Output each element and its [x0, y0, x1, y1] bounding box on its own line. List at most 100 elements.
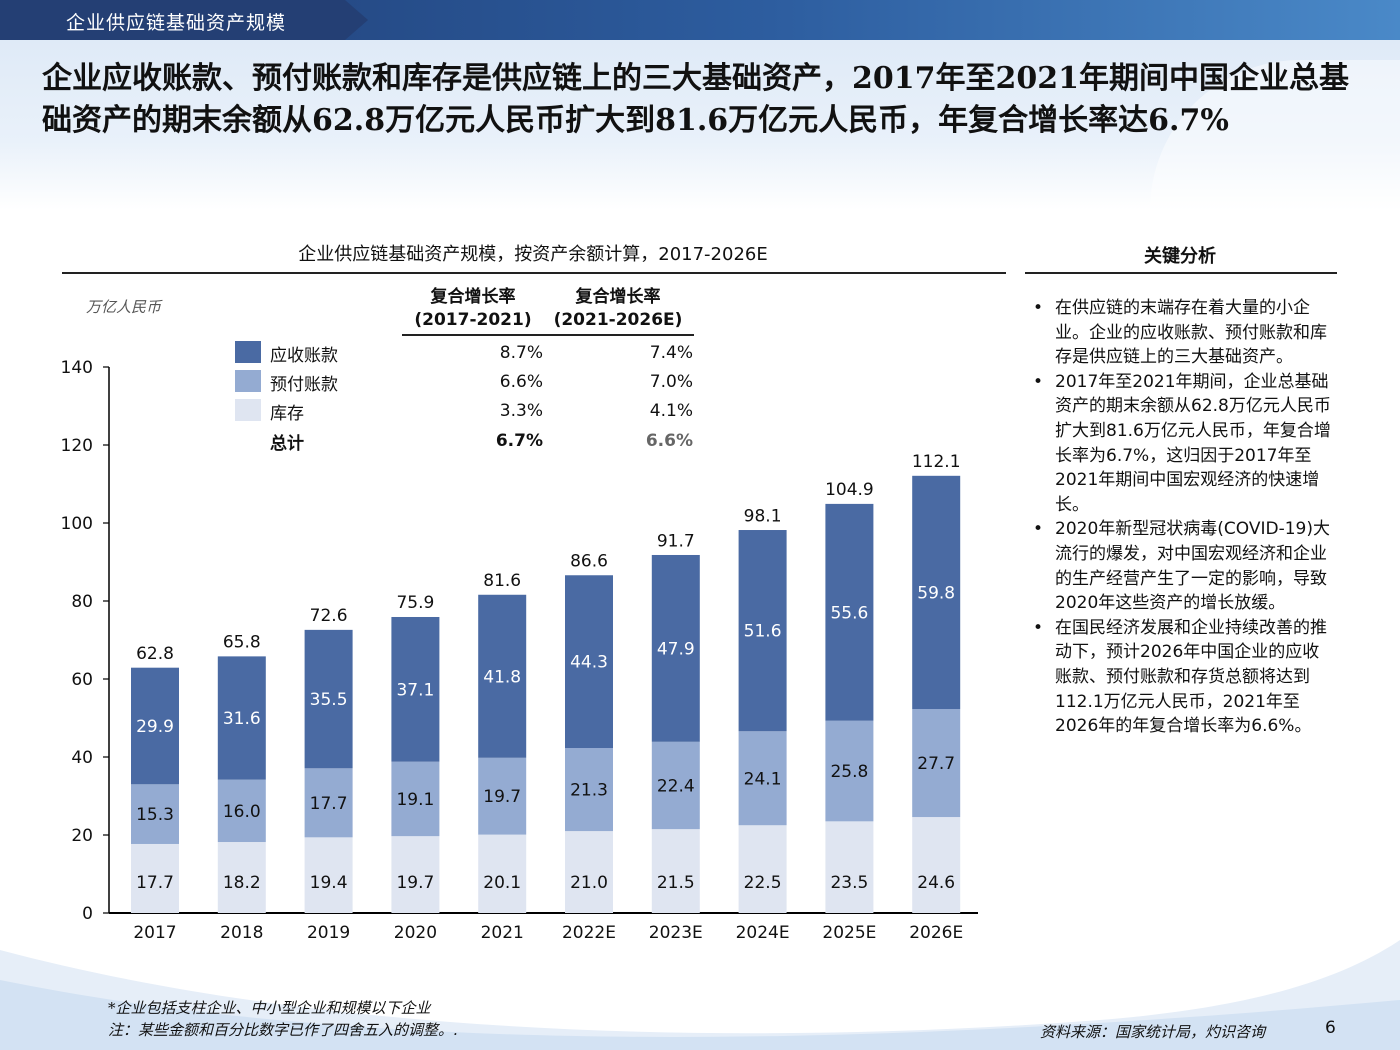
data-label-prepayments: 22.4 [657, 776, 695, 796]
cagr-header-2021-2026: 复合增长率 (2021-2026E) [553, 287, 683, 330]
key-analysis-bullet: 在国民经济发展和企业持续改善的推动下，预计2026年中国企业的应收账款、预付账款… [1033, 616, 1333, 739]
total-label: 104.9 [825, 480, 874, 500]
bar-segment-receivables [304, 629, 353, 769]
bar-segment-receivables [131, 667, 179, 785]
data-label-inventory: 17.7 [136, 873, 174, 893]
bar-segment-prepayments [565, 748, 613, 832]
x-tick-label: 2023E [649, 923, 703, 943]
bar-segment-receivables [738, 530, 787, 732]
bar-segment-receivables [391, 616, 440, 762]
chart-title: 企业供应链基础资产规模，按资产余额计算，2017-2026E [298, 244, 768, 265]
bar-segment-receivables [565, 575, 613, 749]
y-tick-label: 100 [61, 514, 93, 534]
data-label-prepayments: 16.0 [223, 802, 261, 822]
data-label-receivables: 41.8 [483, 667, 521, 687]
bar-segment-prepayments [478, 757, 527, 835]
data-label-inventory: 18.2 [223, 873, 261, 893]
bar-segment-prepayments [912, 709, 961, 818]
data-label-receivables: 44.3 [570, 653, 608, 673]
data-label-prepayments: 19.1 [396, 790, 434, 810]
cagr-total-2021-2026: 6.6% [645, 431, 693, 451]
cagr-inventory-2021-2026: 4.1% [649, 401, 693, 421]
headline: 企业应收账款、预付账款和库存是供应链上的三大基础资产，2017年至2021年期间… [42, 61, 1349, 138]
x-tick-label: 2021 [481, 923, 524, 943]
data-label-prepayments: 19.7 [483, 787, 521, 807]
legend-swatch-prepayments [235, 370, 261, 392]
legend-swatch-inventory [235, 399, 261, 421]
y-tick-label: 60 [71, 670, 93, 690]
bar-segment-inventory [738, 825, 787, 913]
cagr-prepayments-2017-2021: 6.6% [499, 372, 543, 392]
bar-segment-prepayments [738, 731, 787, 826]
bar-segment-prepayments [131, 784, 179, 844]
key-analysis-list: 在供应链的末端存在着大量的小企业。企业的应收账款、预付账款和库存是供应链上的三大… [1033, 296, 1333, 739]
data-label-receivables: 47.9 [657, 639, 695, 659]
x-tick-label: 2018 [220, 923, 263, 943]
bar-segment-receivables [478, 594, 527, 758]
bar-segment-inventory [912, 817, 961, 913]
headline-background [0, 40, 1400, 210]
y-tick-label: 20 [71, 826, 93, 846]
total-label: 86.6 [570, 551, 608, 571]
cagr-header-rule [402, 334, 694, 336]
total-label: 72.6 [310, 606, 348, 626]
cagr-receivables-2021-2026: 7.4% [649, 343, 693, 363]
bar-segment-receivables [825, 503, 874, 721]
data-label-receivables: 37.1 [396, 680, 434, 700]
total-label: 81.6 [483, 571, 521, 591]
section-tab [0, 0, 368, 40]
y-tick-label: 140 [61, 358, 93, 378]
bar-segment-inventory [825, 821, 874, 913]
bar-segment-inventory [651, 829, 700, 913]
total-label: 75.9 [396, 593, 434, 613]
data-label-prepayments: 25.8 [830, 762, 868, 782]
legend-label-prepayments: 预付账款 [270, 375, 338, 395]
x-tick-label: 2026E [909, 923, 963, 943]
chart-title-rule [62, 272, 1006, 274]
source-note: 资料来源：国家统计局，灼识咨询 [1040, 1023, 1266, 1041]
sidebar-title: 关键分析 [1144, 246, 1216, 267]
total-label: 62.8 [136, 644, 174, 664]
x-tick-label: 2024E [736, 923, 790, 943]
data-label-inventory: 23.5 [830, 873, 868, 893]
page-number: 6 [1325, 1018, 1336, 1038]
key-analysis-bullet: 2017年至2021年期间，企业总基础资产的期末余额从62.8万亿元人民币扩大到… [1033, 370, 1333, 518]
cagr-total-2017-2021: 6.7% [495, 431, 543, 451]
bar-segment-prepayments [217, 779, 266, 843]
data-label-receivables: 55.6 [830, 603, 868, 623]
data-label-receivables: 59.8 [917, 583, 955, 603]
bar-segment-inventory [217, 842, 266, 913]
legend-swatch-receivables [235, 341, 261, 363]
cagr-inventory-2017-2021: 3.3% [499, 401, 543, 421]
data-label-inventory: 19.7 [396, 873, 434, 893]
bar-segment-receivables [912, 475, 961, 710]
footnote-enterprise-definition: *企业包括支柱企业、中小型企业和规模以下企业 [108, 999, 431, 1017]
bar-segment-prepayments [651, 741, 700, 830]
y-tick-label: 120 [61, 436, 93, 456]
y-tick-label: 40 [71, 748, 93, 768]
total-label: 112.1 [912, 452, 961, 472]
legend-label-receivables: 应收账款 [270, 346, 338, 366]
data-label-inventory: 19.4 [310, 873, 348, 893]
legend-label-inventory: 库存 [270, 404, 304, 424]
y-tick-label: 0 [82, 904, 93, 924]
decorative-wave [0, 940, 1400, 1050]
x-tick-label: 2022E [562, 923, 616, 943]
legend-label-total: 总计 [270, 434, 304, 454]
unit-label: 万亿人民币 [86, 298, 162, 316]
sidebar-title-rule [1025, 272, 1337, 274]
data-label-inventory: 21.5 [657, 873, 695, 893]
data-label-inventory: 21.0 [570, 873, 608, 893]
total-label: 65.8 [223, 632, 261, 652]
data-label-inventory: 20.1 [483, 873, 521, 893]
data-label-receivables: 29.9 [136, 717, 174, 737]
data-label-prepayments: 27.7 [917, 754, 955, 774]
bar-segment-inventory [478, 834, 527, 913]
total-label: 98.1 [744, 506, 782, 526]
data-label-receivables: 31.6 [223, 709, 261, 729]
x-tick-label: 2020 [394, 923, 437, 943]
data-label-inventory: 24.6 [917, 873, 955, 893]
top-banner: 企业供应链基础资产规模 [0, 0, 1400, 40]
x-tick-label: 2019 [307, 923, 350, 943]
cagr-header-2017-2021: 复合增长率 (2017-2021) [414, 287, 532, 330]
